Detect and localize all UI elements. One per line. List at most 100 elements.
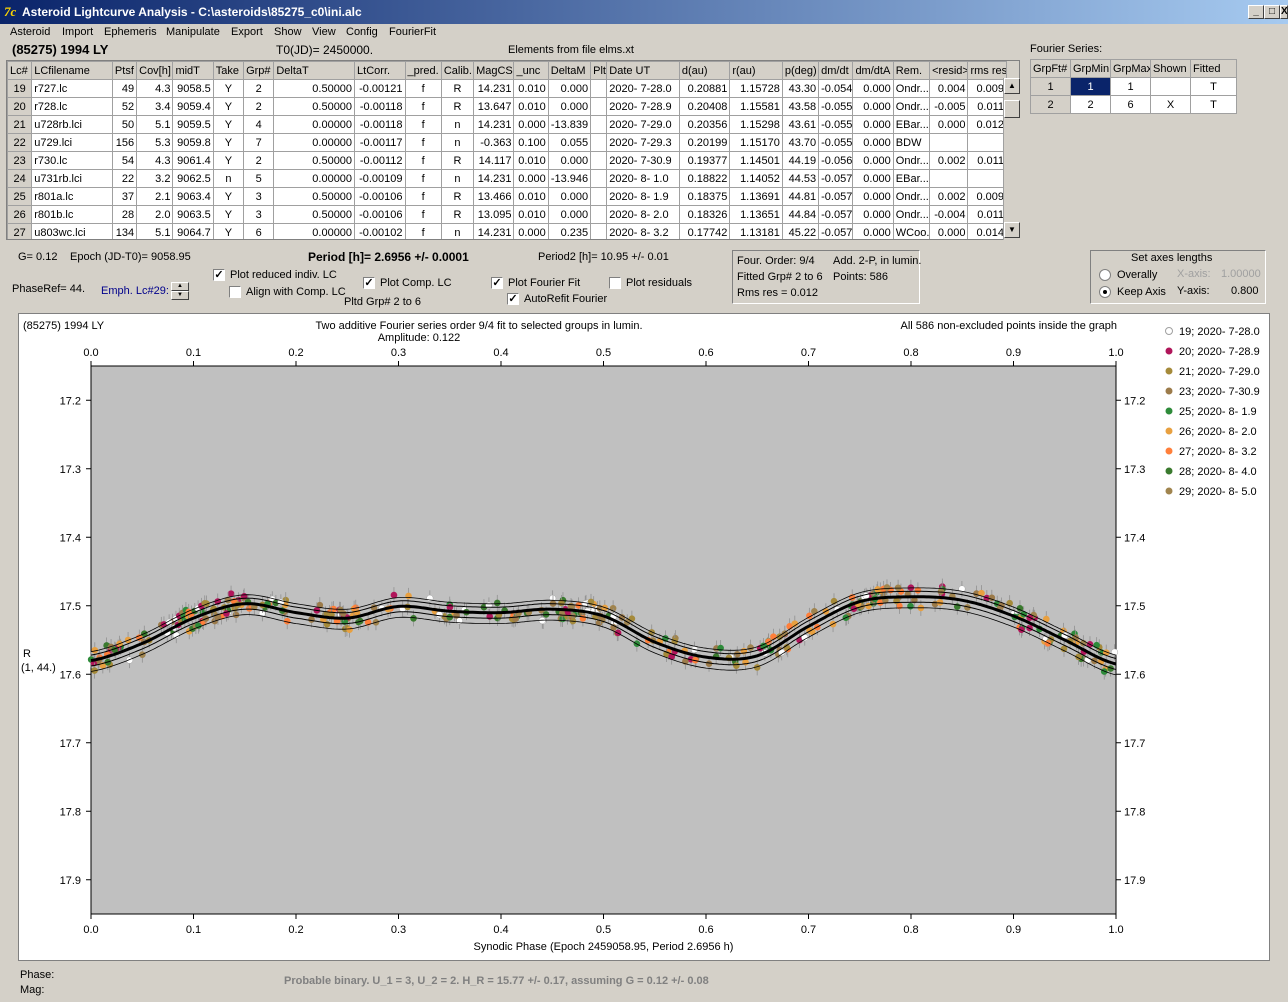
table-cell[interactable]: n: [440, 115, 475, 134]
table-cell[interactable]: 44.53: [781, 169, 820, 188]
column-header[interactable]: _pred.: [404, 61, 442, 80]
menu-ephemeris[interactable]: Ephemeris: [104, 26, 157, 38]
table-cell[interactable]: Y: [212, 205, 245, 224]
table-cell[interactable]: r730.lc: [31, 151, 113, 170]
table-cell[interactable]: 0.002: [929, 187, 969, 206]
fourier-cell[interactable]: 1: [1110, 77, 1151, 96]
table-cell[interactable]: -0.00117: [354, 133, 406, 152]
table-cell[interactable]: 3.4: [136, 97, 174, 116]
table-cell[interactable]: f: [404, 187, 442, 206]
column-header[interactable]: p(deg): [781, 61, 820, 80]
table-cell[interactable]: 0.014: [967, 223, 1007, 239]
table-cell[interactable]: [590, 133, 608, 152]
minimize-button[interactable]: _: [1248, 5, 1264, 19]
overally-radio[interactable]: [1099, 269, 1111, 281]
table-cell[interactable]: 3: [243, 205, 275, 224]
table-cell[interactable]: 0.18326: [678, 205, 731, 224]
table-cell[interactable]: u731rb.lci: [31, 169, 113, 188]
menu-manipulate[interactable]: Manipulate: [166, 26, 220, 38]
scroll-down-icon[interactable]: ▼: [1004, 222, 1020, 238]
table-cell[interactable]: 1.13181: [729, 223, 783, 239]
emph-spinner[interactable]: ▲ ▼: [171, 282, 189, 300]
table-cell[interactable]: 25: [7, 187, 33, 206]
table-cell[interactable]: [590, 79, 608, 98]
table-cell[interactable]: -0.00106: [354, 205, 406, 224]
table-cell[interactable]: 0.000: [852, 169, 894, 188]
column-header[interactable]: rms res: [967, 61, 1007, 80]
table-cell[interactable]: 0.50000: [273, 151, 356, 170]
table-cell[interactable]: 9061.4: [172, 151, 214, 170]
column-header[interactable]: dm/dt: [818, 61, 854, 80]
table-row[interactable]: 19 r727.lc 49 4.3 9058.5 Y 2 0.50000 -0.00121 f R 1…: [7, 79, 1007, 98]
table-cell[interactable]: 0.000: [852, 205, 894, 224]
table-cell[interactable]: 134: [111, 223, 138, 239]
table-cell[interactable]: R: [440, 187, 475, 206]
table-cell[interactable]: [590, 205, 608, 224]
table-cell[interactable]: 0.010: [513, 205, 549, 224]
table-cell[interactable]: 2.0: [136, 205, 174, 224]
table-row[interactable]: 20 r728.lc 52 3.4 9059.4 Y 2 0.50000 -0.00118 f R 1…: [7, 97, 1007, 116]
fourier-cell[interactable]: 2: [1070, 95, 1111, 114]
table-cell[interactable]: 2020- 8- 2.0: [606, 205, 680, 224]
table-cell[interactable]: f: [404, 79, 442, 98]
fourier-cell[interactable]: [1150, 77, 1191, 96]
table-cell[interactable]: -0.004: [929, 205, 969, 224]
table-cell[interactable]: r801b.lc: [31, 205, 113, 224]
align-checkbox[interactable]: [229, 286, 241, 298]
table-cell[interactable]: 0.000: [852, 151, 894, 170]
table-cell[interactable]: Y: [212, 115, 245, 134]
table-cell[interactable]: -0.00109: [354, 169, 406, 188]
table-cell[interactable]: -13.839: [547, 115, 592, 134]
table-cell[interactable]: 13.466: [473, 187, 515, 206]
scroll-thumb[interactable]: [1004, 100, 1020, 118]
table-cell[interactable]: n: [212, 169, 245, 188]
table-row[interactable]: 21 u728rb.lci 50 5.1 9059.5 Y 4 0.00000 -0.00118…: [7, 115, 1007, 134]
table-cell[interactable]: Y: [212, 223, 245, 239]
table-cell[interactable]: 44.81: [781, 187, 820, 206]
table-cell[interactable]: Ondr...: [892, 187, 931, 206]
table-cell[interactable]: WCoo...: [892, 223, 931, 239]
table-cell[interactable]: Ondr...: [892, 97, 931, 116]
spin-down-icon[interactable]: ▼: [171, 291, 189, 300]
table-cell[interactable]: 0.002: [929, 151, 969, 170]
table-cell[interactable]: 1.14501: [729, 151, 783, 170]
table-cell[interactable]: f: [404, 97, 442, 116]
table-cell[interactable]: f: [404, 223, 442, 239]
table-cell[interactable]: [929, 169, 969, 188]
table-cell[interactable]: 9059.5: [172, 115, 214, 134]
table-cell[interactable]: Ondr...: [892, 79, 931, 98]
table-cell[interactable]: 0.009: [967, 79, 1007, 98]
table-cell[interactable]: 19: [7, 79, 33, 98]
table-cell[interactable]: 24: [7, 169, 33, 188]
table-cell[interactable]: -0.00121: [354, 79, 406, 98]
table-cell[interactable]: 0.000: [852, 79, 894, 98]
fourier-cell[interactable]: 2: [1030, 95, 1071, 114]
table-cell[interactable]: [929, 133, 969, 152]
table-cell[interactable]: 44.84: [781, 205, 820, 224]
table-cell[interactable]: 0.055: [547, 133, 592, 152]
table-cell[interactable]: -0.057: [818, 169, 854, 188]
table-cell[interactable]: -0.057: [818, 205, 854, 224]
table-cell[interactable]: 43.58: [781, 97, 820, 116]
table-cell[interactable]: 0.000: [852, 115, 894, 134]
table-cell[interactable]: -0.00118: [354, 115, 406, 134]
table-cell[interactable]: f: [404, 133, 442, 152]
table-cell[interactable]: -0.00112: [354, 151, 406, 170]
table-cell[interactable]: 0.00000: [273, 169, 356, 188]
fourier-cell[interactable]: X: [1150, 95, 1191, 114]
table-cell[interactable]: 4.3: [136, 151, 174, 170]
column-header[interactable]: Grp#: [243, 61, 275, 80]
table-cell[interactable]: Y: [212, 133, 245, 152]
spin-up-icon[interactable]: ▲: [171, 282, 189, 291]
table-cell[interactable]: 0.004: [929, 79, 969, 98]
table-cell[interactable]: 23: [7, 151, 33, 170]
table-cell[interactable]: 49: [111, 79, 138, 98]
table-cell[interactable]: 0.50000: [273, 205, 356, 224]
table-cell[interactable]: 22: [7, 133, 33, 152]
table-cell[interactable]: 14.231: [473, 115, 515, 134]
table-cell[interactable]: 9058.5: [172, 79, 214, 98]
yaxis-input[interactable]: 0.800: [1231, 285, 1259, 297]
table-cell[interactable]: 21: [7, 115, 33, 134]
table-cell[interactable]: 28: [111, 205, 138, 224]
